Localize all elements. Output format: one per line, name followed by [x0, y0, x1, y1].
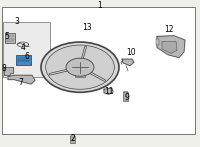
- Text: 11: 11: [104, 87, 114, 96]
- Polygon shape: [4, 67, 13, 75]
- Ellipse shape: [66, 58, 94, 76]
- Text: 7: 7: [19, 78, 23, 87]
- Text: 9: 9: [125, 93, 129, 102]
- Polygon shape: [122, 59, 134, 66]
- FancyBboxPatch shape: [16, 55, 31, 65]
- Ellipse shape: [123, 91, 128, 93]
- FancyBboxPatch shape: [5, 33, 15, 43]
- FancyBboxPatch shape: [156, 39, 159, 45]
- Text: 3: 3: [15, 17, 19, 26]
- FancyBboxPatch shape: [123, 92, 128, 101]
- FancyBboxPatch shape: [70, 136, 75, 143]
- FancyBboxPatch shape: [75, 69, 85, 77]
- Polygon shape: [157, 36, 185, 58]
- Ellipse shape: [41, 42, 119, 92]
- Ellipse shape: [70, 136, 75, 137]
- Text: 1: 1: [98, 1, 102, 10]
- Ellipse shape: [46, 45, 114, 89]
- FancyBboxPatch shape: [3, 22, 50, 77]
- Text: 6: 6: [25, 52, 29, 61]
- Text: 8: 8: [2, 64, 6, 73]
- Text: 5: 5: [5, 32, 9, 41]
- Polygon shape: [8, 75, 35, 84]
- Polygon shape: [162, 42, 177, 53]
- Text: 4: 4: [21, 43, 25, 52]
- Text: 10: 10: [126, 48, 136, 57]
- Text: 12: 12: [164, 25, 174, 34]
- Text: 13: 13: [82, 23, 92, 32]
- FancyBboxPatch shape: [2, 7, 195, 134]
- Text: 2: 2: [71, 135, 75, 143]
- Polygon shape: [104, 88, 113, 94]
